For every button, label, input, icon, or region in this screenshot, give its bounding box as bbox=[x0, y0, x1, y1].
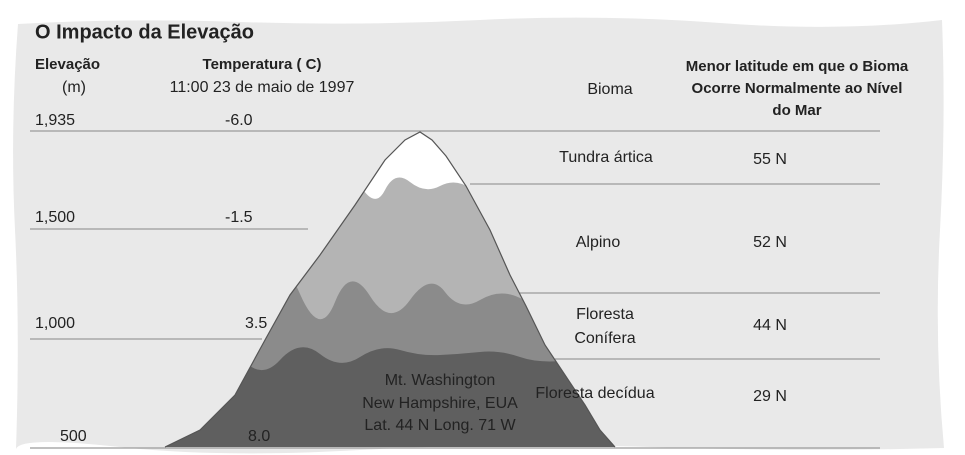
biome-name: Tundra ártica bbox=[559, 149, 653, 166]
grid-lines bbox=[30, 130, 880, 449]
latitude-value: 55 N bbox=[753, 151, 787, 168]
temperature-label: 3.5 bbox=[245, 315, 267, 332]
biome-name: Floresta bbox=[576, 306, 634, 323]
elevation-label: 1,000 bbox=[35, 315, 75, 332]
biome-name: Conífera bbox=[574, 330, 635, 347]
elevation-label: 500 bbox=[60, 428, 87, 445]
temperature-label: -6.0 bbox=[225, 112, 253, 129]
latitude-header: do Mar bbox=[772, 102, 821, 119]
temperature-label: 8.0 bbox=[248, 428, 270, 445]
latitude-value: 44 N bbox=[753, 317, 787, 334]
elevation-header: Elevação bbox=[35, 56, 100, 73]
temperature-subheader: 11:00 23 de maio de 1997 bbox=[170, 79, 355, 96]
latitude-value: 29 N bbox=[753, 388, 787, 405]
temperature-label: -1.5 bbox=[225, 209, 253, 226]
mountain-label: Lat. 44 N Long. 71 W bbox=[364, 417, 516, 434]
mountain-label: New Hampshire, EUA bbox=[362, 395, 518, 412]
biome-name: Floresta decídua bbox=[535, 385, 654, 402]
biome-header: Bioma bbox=[587, 81, 632, 98]
title: O Impacto da Elevação bbox=[35, 21, 254, 43]
mountain-outline bbox=[164, 131, 616, 448]
latitude-header: Menor latitude em que o Bioma bbox=[686, 58, 909, 75]
latitude-value: 52 N bbox=[753, 234, 787, 251]
temperature-header: Temperatura ( C) bbox=[203, 56, 322, 73]
elevation-label: 1,500 bbox=[35, 209, 75, 226]
latitude-header: Ocorre Normalmente ao Nível bbox=[692, 80, 903, 97]
elevation-label: 1,935 bbox=[35, 112, 75, 129]
mountain-label: Mt. Washington bbox=[385, 372, 496, 389]
elevation-unit: (m) bbox=[62, 79, 86, 96]
biome-name: Alpino bbox=[576, 234, 621, 251]
